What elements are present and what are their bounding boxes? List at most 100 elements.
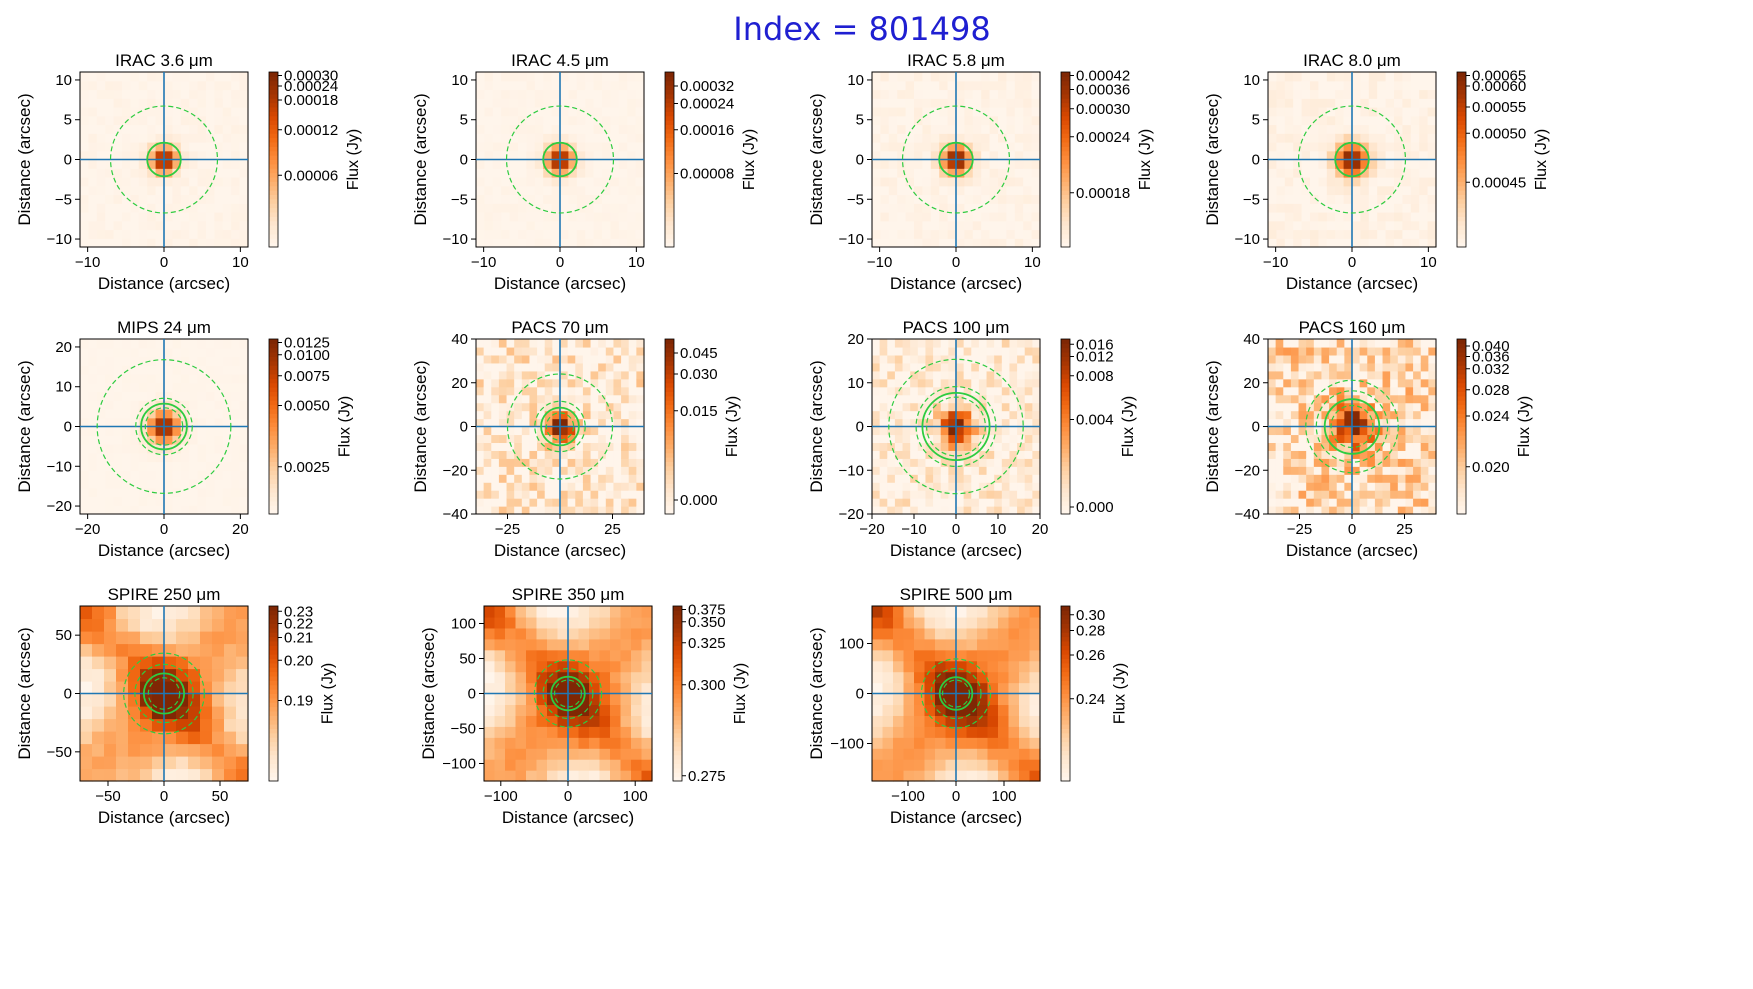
- heatmap-cell: [599, 682, 611, 695]
- heatmap-cell: [547, 715, 559, 727]
- colorbar-segment: [269, 627, 278, 633]
- heatmap-cell: [972, 159, 982, 169]
- heatmap-cell: [1293, 72, 1303, 82]
- heatmap-cell: [138, 150, 148, 161]
- heatmap-cell: [105, 426, 115, 436]
- colorbar-segment: [269, 216, 278, 222]
- heatmap-cell: [585, 124, 595, 134]
- heatmap-cell: [1032, 474, 1041, 483]
- y-tick-label: 50: [459, 651, 476, 668]
- heatmap-cell: [1306, 482, 1315, 491]
- heatmap-cell: [476, 72, 485, 82]
- heatmap-cell: [526, 142, 536, 152]
- heatmap-cell: [130, 444, 140, 454]
- heatmap-cell: [1306, 506, 1315, 515]
- heatmap-cell: [1344, 410, 1353, 420]
- heatmap-cell: [543, 142, 553, 152]
- heatmap-cell: [189, 382, 199, 393]
- heatmap-cell: [122, 444, 131, 454]
- heatmap-cell: [505, 726, 517, 738]
- heatmap-cell: [521, 378, 531, 388]
- heatmap-cell: [598, 490, 607, 499]
- heatmap-cell: [214, 444, 224, 454]
- heatmap-cell: [1405, 506, 1414, 515]
- heatmap-cell: [1410, 89, 1420, 99]
- heatmap-cell: [231, 115, 241, 126]
- heatmap-cell: [628, 418, 637, 428]
- heatmap-cell: [994, 346, 1003, 356]
- heatmap-cell: [917, 458, 927, 467]
- heatmap-cell: [576, 107, 586, 117]
- heatmap-cell: [1276, 80, 1286, 91]
- heatmap-cell: [1008, 759, 1020, 771]
- heatmap-cell: [180, 461, 190, 471]
- heatmap-cell: [122, 391, 131, 401]
- heatmap-cell: [882, 759, 894, 771]
- heatmap-cell: [526, 671, 538, 684]
- heatmap-cell: [1275, 466, 1284, 475]
- heatmap-cell: [602, 72, 611, 82]
- heatmap-cell: [986, 339, 995, 348]
- heatmap-cell: [1301, 107, 1311, 117]
- heatmap-cell: [575, 394, 584, 404]
- colorbar-segment: [269, 142, 278, 147]
- heatmap-cell: [484, 142, 494, 152]
- heatmap-cell: [925, 378, 934, 388]
- heatmap-cell: [1024, 442, 1033, 451]
- heatmap-cell: [214, 479, 224, 489]
- colorbar-segment: [269, 198, 278, 204]
- heatmap-cell: [894, 506, 904, 515]
- heatmap-cell: [560, 124, 569, 134]
- heatmap-cell: [1377, 142, 1387, 152]
- colorbar-segment: [673, 684, 682, 690]
- heatmap-cell: [1301, 185, 1311, 196]
- heatmap-cell: [887, 418, 896, 428]
- heatmap-cell: [940, 474, 949, 483]
- heatmap-cell: [164, 487, 173, 498]
- heatmap-cell: [1301, 133, 1311, 143]
- heatmap-cell: [1017, 346, 1026, 356]
- y-tick-label: 10: [1243, 72, 1260, 89]
- heatmap-cell: [1006, 203, 1016, 213]
- heatmap-cell: [80, 768, 93, 782]
- heatmap-cell: [610, 185, 620, 196]
- heatmap-cell: [971, 362, 980, 372]
- heatmap-cell: [989, 98, 999, 108]
- heatmap-cell: [1382, 418, 1391, 428]
- heatmap-cell: [231, 374, 241, 384]
- heatmap-cell: [544, 418, 553, 428]
- colorbar-segment: [673, 724, 682, 729]
- heatmap-cell: [484, 80, 494, 91]
- heatmap-cell: [1029, 759, 1041, 771]
- heatmap-cell: [1310, 185, 1319, 196]
- heatmap-cell: [1031, 98, 1041, 108]
- heatmap-cell: [945, 682, 957, 695]
- heatmap-cell: [222, 115, 232, 126]
- colorbar-segment: [1457, 107, 1466, 112]
- heatmap-cell: [113, 356, 123, 366]
- heatmap-cell: [484, 177, 494, 187]
- colorbar-segment: [1061, 128, 1070, 134]
- colorbar-segment: [1061, 737, 1070, 743]
- heatmap-cell: [1427, 185, 1437, 196]
- heatmap-cell: [534, 203, 544, 213]
- colorbar-label: Flux (Jy): [1516, 396, 1533, 457]
- heatmap-cell: [534, 72, 544, 82]
- heatmap-cell: [905, 203, 915, 213]
- y-tick-label: −20: [47, 498, 72, 515]
- heatmap-cell: [914, 185, 923, 196]
- heatmap-cell: [613, 426, 622, 436]
- heatmap-cell: [140, 668, 153, 682]
- heatmap-cell: [214, 470, 224, 480]
- heatmap-cell: [491, 434, 500, 444]
- heatmap-cell: [1032, 482, 1041, 491]
- aperture-annulus-1: [135, 397, 193, 456]
- heatmap-cell: [560, 450, 569, 459]
- heatmap-cell: [888, 124, 898, 134]
- heatmap-cell: [963, 450, 972, 459]
- heatmap-cell: [1006, 229, 1016, 239]
- heatmap-cell: [188, 656, 201, 670]
- heatmap-cell: [172, 89, 182, 99]
- heatmap-cell: [476, 150, 485, 161]
- heatmap-cell: [515, 682, 527, 695]
